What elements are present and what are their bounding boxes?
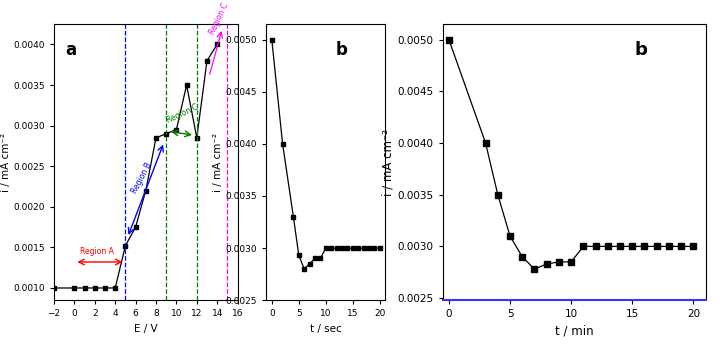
X-axis label: E / V: E / V [134,324,158,334]
Y-axis label: i / mA cm⁻²: i / mA cm⁻² [1,132,11,192]
Text: a: a [65,41,76,59]
Text: Region C: Region C [166,102,199,125]
Text: Region B: Region B [130,161,153,195]
Text: b: b [336,41,347,59]
Y-axis label: i / mA cm⁻²: i / mA cm⁻² [213,132,223,192]
Y-axis label: i / mA cm⁻²: i / mA cm⁻² [382,129,395,196]
X-axis label: t / sec: t / sec [310,324,342,334]
Text: Region C: Region C [208,2,230,36]
Text: b: b [634,41,647,59]
X-axis label: t / min: t / min [555,325,593,338]
Text: Region A: Region A [80,247,114,256]
